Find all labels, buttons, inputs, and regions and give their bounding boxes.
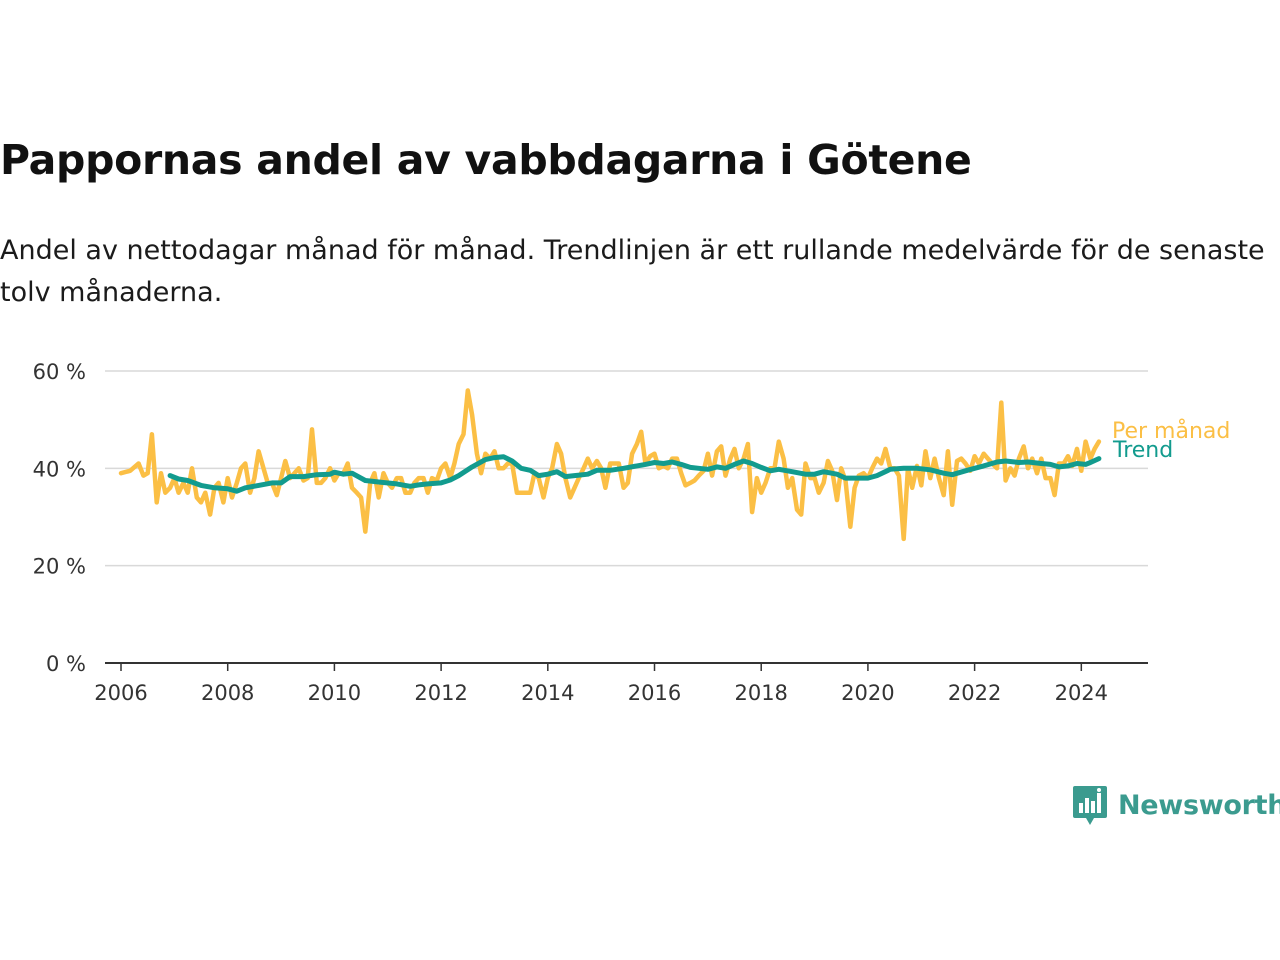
x-tick-label: 2006	[94, 681, 147, 705]
x-tick-label: 2020	[841, 681, 894, 705]
series-lines	[118, 388, 1102, 542]
newsworthy-brand: Newsworthy	[1072, 784, 1280, 826]
x-tick-label: 2014	[521, 681, 574, 705]
series-line-per-manad	[118, 388, 1102, 542]
x-tick-label: 2016	[628, 681, 681, 705]
y-tick-label: 20 %	[33, 555, 86, 579]
series-label-per-manad: Per månad	[1112, 418, 1230, 444]
y-tick-label: 0 %	[46, 652, 86, 676]
x-tick-label: 2008	[201, 681, 254, 705]
chart-title: Pappornas andel av vabbdagarna i Götene	[0, 136, 972, 184]
newsworthy-logo-icon	[1073, 786, 1107, 825]
x-axis-ticks: 2006 2008 2010 2012 2014 2016 2018 2020 2022 2024	[94, 662, 1148, 705]
chart-subtitle: Andel av nettodagar månad för månad. Tre…	[0, 235, 1265, 308]
x-tick-label: 2012	[414, 681, 467, 705]
y-axis-ticks: 0 % 20 % 40 % 60 %	[33, 360, 86, 676]
x-tick-label: 2022	[948, 681, 1001, 705]
x-tick-label: 2024	[1055, 681, 1108, 705]
series-line-trend	[167, 454, 1102, 494]
x-tick-label: 2018	[734, 681, 787, 705]
x-tick-label: 2010	[308, 681, 361, 705]
series-label-trend: Trend	[1112, 438, 1173, 463]
y-tick-label: 40 %	[33, 457, 86, 481]
line-chart: 0 % 20 % 40 % 60 % 2006 2008 2010 2012 2014 2016…	[33, 360, 1231, 705]
y-tick-label: 60 %	[33, 360, 86, 384]
brand-name: Newsworthy	[1118, 789, 1280, 821]
